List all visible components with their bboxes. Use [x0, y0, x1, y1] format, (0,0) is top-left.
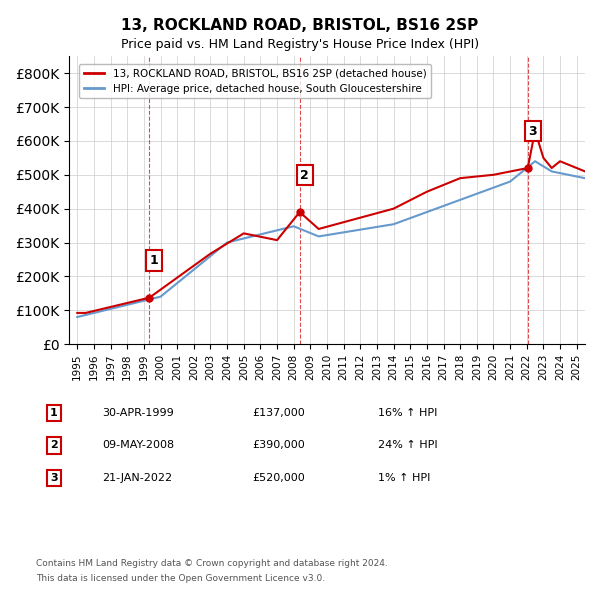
- Text: 13, ROCKLAND ROAD, BRISTOL, BS16 2SP: 13, ROCKLAND ROAD, BRISTOL, BS16 2SP: [121, 18, 479, 32]
- Text: £520,000: £520,000: [252, 473, 305, 483]
- Text: £137,000: £137,000: [252, 408, 305, 418]
- Text: 3: 3: [50, 473, 58, 483]
- Text: 2: 2: [301, 169, 309, 182]
- Text: Price paid vs. HM Land Registry's House Price Index (HPI): Price paid vs. HM Land Registry's House …: [121, 38, 479, 51]
- Text: 09-MAY-2008: 09-MAY-2008: [102, 441, 174, 450]
- Text: 3: 3: [529, 124, 537, 137]
- Text: 1: 1: [150, 254, 159, 267]
- Text: Contains HM Land Registry data © Crown copyright and database right 2024.: Contains HM Land Registry data © Crown c…: [36, 559, 388, 568]
- Text: This data is licensed under the Open Government Licence v3.0.: This data is licensed under the Open Gov…: [36, 574, 325, 583]
- Text: £390,000: £390,000: [252, 441, 305, 450]
- Text: 16% ↑ HPI: 16% ↑ HPI: [378, 408, 437, 418]
- Text: 24% ↑ HPI: 24% ↑ HPI: [378, 441, 437, 450]
- Text: 1: 1: [50, 408, 58, 418]
- Text: 1% ↑ HPI: 1% ↑ HPI: [378, 473, 430, 483]
- Text: 21-JAN-2022: 21-JAN-2022: [102, 473, 172, 483]
- Legend: 13, ROCKLAND ROAD, BRISTOL, BS16 2SP (detached house), HPI: Average price, detac: 13, ROCKLAND ROAD, BRISTOL, BS16 2SP (de…: [79, 64, 431, 98]
- Text: 2: 2: [50, 441, 58, 450]
- Text: 30-APR-1999: 30-APR-1999: [102, 408, 174, 418]
